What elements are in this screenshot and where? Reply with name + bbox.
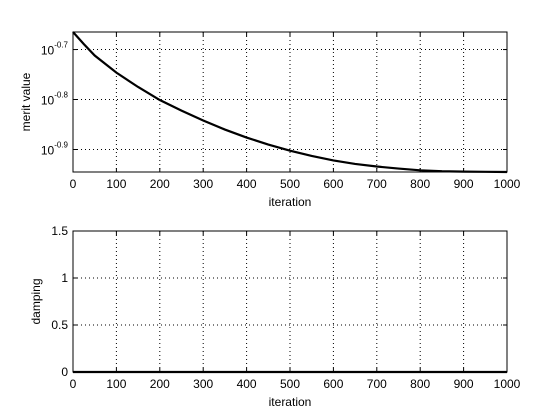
x-tick-label: 500 [280,177,300,191]
x-tick-label: 900 [454,377,474,391]
x-tick-label: 300 [193,377,213,391]
x-tick-label: 1000 [494,377,521,391]
y-tick-label: 0.5 [51,318,68,332]
x-tick-label: 0 [70,377,77,391]
x-tick-label: 100 [106,177,126,191]
x-tick-label: 200 [150,377,170,391]
x-tick-label: 100 [106,377,126,391]
x-tick-label: 400 [237,177,257,191]
y-tick-label: 10-0.7 [41,41,69,58]
y-tick-label: 10-0.9 [41,140,69,157]
x-axis-label: iteration [269,195,312,209]
x-tick-label: 700 [367,377,387,391]
x-tick-label: 0 [70,177,77,191]
x-tick-label: 900 [454,177,474,191]
y-tick-label: 0 [61,365,68,379]
y-tick-label: 1 [61,271,68,285]
x-tick-label: 600 [323,177,343,191]
x-tick-label: 300 [193,177,213,191]
x-tick-label: 600 [323,377,343,391]
y-axis-label: damping [29,278,43,324]
plot-frame [72,230,508,373]
x-axis-label: iteration [269,395,312,409]
x-tick-label: 1000 [494,177,521,191]
y-axis-label: merit value [19,72,33,131]
merit-value-plot: 0 100 200 300 400 500 600 700 800 900 1000 10-0.9 10… [19,31,521,209]
x-tick-label: 700 [367,177,387,191]
x-tick-label: 200 [150,177,170,191]
damping-plot: 0 100 200 300 400 500 600 700 800 900 1000 0 0.5 1 1.5… [29,224,521,409]
x-tick-label: 400 [237,377,257,391]
x-tick-label: 800 [410,377,430,391]
x-tick-label: 500 [280,377,300,391]
x-tick-label: 800 [410,177,430,191]
y-tick-label: 1.5 [51,224,68,238]
y-tick-label: 10-0.8 [41,90,69,107]
series-line [72,31,508,174]
